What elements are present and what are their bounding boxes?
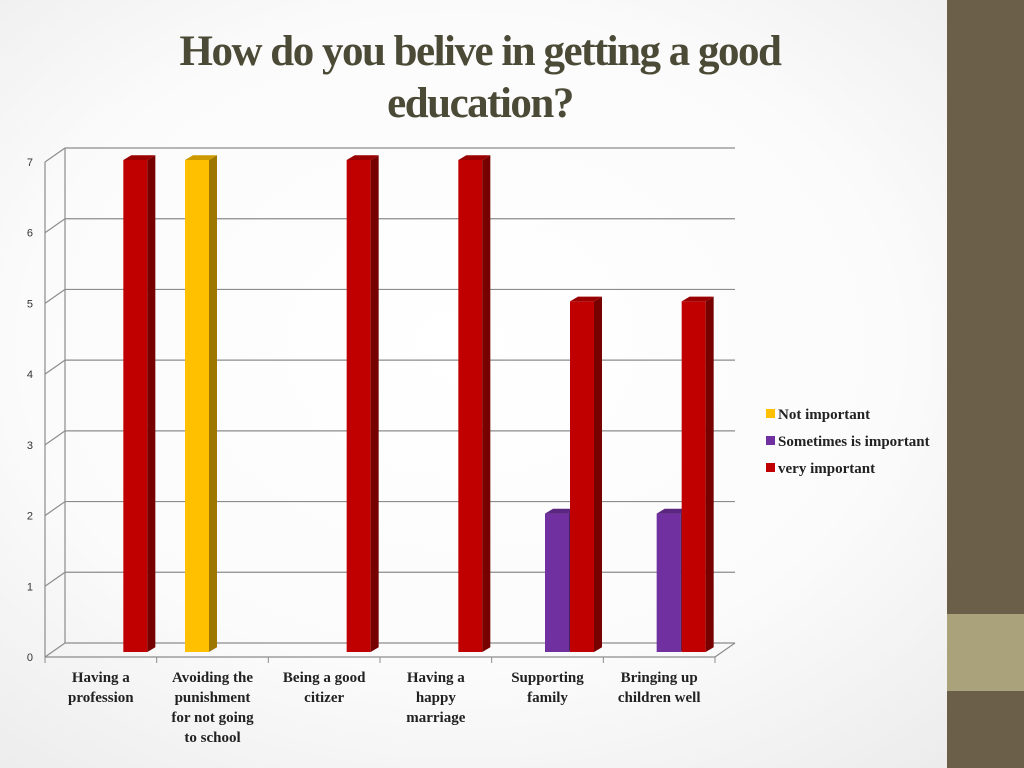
side-wall-line	[44, 218, 66, 234]
y-tick-label: 1	[27, 581, 33, 593]
legend-swatch	[766, 463, 775, 472]
bar-face	[346, 155, 379, 160]
x-category-label: punishment	[175, 690, 251, 706]
side-wall-line	[44, 501, 66, 517]
bar-face	[545, 508, 577, 514]
x-category-label: Being a good	[283, 670, 366, 686]
chart-title: How do you belive in getting a good educ…	[179, 28, 782, 127]
x-category-label: Having a	[407, 670, 465, 686]
legend-swatch	[766, 409, 775, 418]
legend-swatch	[766, 436, 775, 445]
bar-face	[705, 296, 714, 652]
bar-face	[370, 155, 379, 652]
y-tick-label: 7	[27, 157, 33, 169]
bar-face	[656, 508, 689, 514]
side-wall-line	[44, 642, 66, 658]
x-category-label: Avoiding the	[172, 670, 253, 686]
bar-face	[681, 301, 706, 652]
bar	[123, 155, 156, 652]
bar-face	[545, 513, 569, 652]
x-category-label: family	[527, 690, 568, 706]
x-category-label: happy	[416, 690, 457, 706]
x-category-label: to school	[184, 730, 240, 746]
side-wall-line	[44, 571, 66, 587]
y-tick-label: 5	[27, 298, 33, 310]
bar-face	[681, 296, 714, 302]
y-tick-label: 4	[27, 369, 33, 381]
bar-face	[147, 155, 156, 652]
side-wall-line	[44, 359, 66, 375]
y-tick-label: 0	[27, 652, 33, 664]
bar-face	[570, 296, 602, 302]
bar	[570, 296, 602, 652]
x-category-label: for not going	[171, 710, 254, 726]
floor-edge	[714, 642, 736, 658]
bar-face	[346, 160, 371, 652]
bar-face	[185, 160, 209, 652]
y-tick-label: 2	[27, 511, 33, 523]
bar-face	[482, 155, 491, 652]
x-category-label: profession	[68, 690, 134, 706]
bar-face	[594, 296, 602, 652]
bar	[681, 296, 714, 652]
side-wall-line	[44, 430, 66, 446]
bar-face	[123, 155, 156, 160]
bar-face	[209, 155, 217, 652]
legend-label: Sometimes is important	[778, 434, 930, 450]
bar	[185, 155, 217, 652]
side-wall-line	[44, 147, 66, 163]
legend-label: Not important	[778, 407, 870, 423]
y-tick-label: 6	[27, 228, 33, 240]
x-category-label: citizer	[304, 690, 344, 706]
bar-face	[570, 301, 594, 652]
bar-face	[185, 155, 217, 160]
x-category-label: children well	[618, 690, 701, 706]
bar-face	[458, 160, 483, 652]
x-category-label: Bringing up	[621, 670, 698, 686]
bar	[346, 155, 379, 652]
side-decor-accent	[947, 614, 1024, 691]
x-category-label: marriage	[406, 710, 465, 726]
x-category-label: Supporting	[511, 670, 584, 686]
legend-label: very important	[778, 461, 875, 477]
bar-face	[123, 160, 148, 652]
bar-chart: 0 1 2 3 4 5 6 7 Having a profession Avoiding the pu…	[27, 147, 930, 746]
y-tick-label: 3	[27, 440, 33, 452]
x-category-label: Having a	[72, 670, 130, 686]
bar	[458, 155, 491, 652]
side-wall-line	[44, 288, 66, 304]
bar-face	[656, 513, 681, 652]
bar-face	[458, 155, 491, 160]
